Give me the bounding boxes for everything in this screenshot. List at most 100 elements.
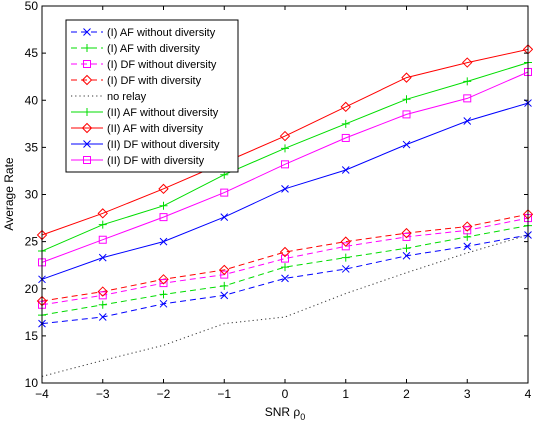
data-point-s1-2 (98, 313, 107, 321)
data-point-s4-5 (279, 246, 291, 258)
data-point-s8-7 (402, 140, 411, 149)
data-point-s7-5 (279, 130, 291, 142)
x-tick-label: −3 (96, 387, 110, 401)
data-point-s8-3 (159, 237, 168, 246)
data-point-s6-5 (281, 144, 289, 153)
data-point-s4-3 (158, 274, 169, 285)
legend-marker-7 (81, 122, 93, 134)
data-point-s9-3 (159, 213, 168, 222)
x-tick-label: 1 (342, 387, 349, 401)
data-point-s6-6 (341, 119, 350, 128)
x-axis-label-main: SNR ρ (265, 405, 301, 419)
legend-marker-8 (83, 140, 91, 148)
x-tick-label: 2 (403, 387, 410, 401)
y-tick-label: 30 (25, 188, 39, 202)
data-point-s9-4 (220, 188, 229, 197)
data-point-s3-6 (341, 242, 350, 251)
data-point-s9-7 (402, 110, 411, 119)
legend-label-4: (I) DF with diversity (107, 75, 202, 87)
legend-label-6: (II) AF without diversity (107, 107, 219, 119)
y-tick-label: 15 (25, 329, 39, 343)
data-point-s1-6 (341, 265, 350, 273)
y-tick-label: 40 (25, 93, 39, 107)
data-point-s7-2 (97, 208, 108, 219)
data-point-s8-4 (220, 213, 229, 221)
legend-marker-2 (83, 44, 91, 52)
data-point-s4-6 (340, 236, 351, 247)
data-point-s9-2 (98, 235, 107, 244)
data-point-s4-2 (97, 286, 108, 297)
legend-label-7: (II) AF with diversity (107, 123, 203, 135)
data-point-s8-2 (98, 253, 107, 262)
data-point-s2-6 (341, 253, 350, 262)
data-point-s1-8 (463, 242, 472, 251)
x-tick-label: −1 (217, 387, 231, 401)
x-tick-label: −4 (35, 387, 49, 401)
data-point-s2-4 (220, 281, 229, 290)
y-tick-label: 35 (25, 140, 39, 154)
data-point-s9-8 (463, 94, 472, 103)
data-point-s7-7 (401, 72, 412, 83)
data-point-s2-7 (402, 244, 411, 253)
data-point-s4-8 (462, 221, 473, 232)
series-line-1 (41, 234, 529, 325)
data-point-s7-8 (462, 57, 473, 68)
data-point-s3-8 (463, 226, 472, 235)
x-tick-label: −2 (157, 387, 171, 401)
legend-marker-6 (83, 108, 91, 116)
legend-label-9: (II) DF with diversity (107, 155, 205, 167)
data-point-s1-4 (220, 291, 229, 300)
legend-marker-1 (83, 28, 91, 36)
data-point-s7-6 (340, 101, 351, 113)
y-tick-label: 50 (25, 0, 39, 13)
data-point-s3-2 (98, 291, 107, 300)
legend-label-3: (I) DF without diversity (107, 59, 217, 71)
data-point-s3-3 (159, 279, 168, 288)
legend-label-1: (I) AF without diversity (107, 27, 216, 39)
x-axis-label-subscript: 0 (300, 412, 305, 422)
legend-label-5: no relay (107, 91, 147, 103)
legend-marker-3 (83, 60, 91, 68)
data-point-s6-3 (159, 201, 168, 210)
x-tick-label: 0 (282, 387, 289, 401)
data-point-s1-5 (281, 274, 289, 283)
data-point-s8-6 (341, 166, 350, 174)
x-tick-label: 4 (525, 387, 532, 401)
axes: −4 −3 −2 −1 0 1 2 3 4 10 15 20 25 30 35 40 45 50 (25, 0, 532, 401)
data-point-s3-5 (281, 254, 289, 263)
legend-box (65, 19, 239, 173)
data-point-s6-2 (98, 220, 107, 229)
y-tick-label: 25 (25, 235, 39, 249)
data-point-s3-7 (402, 232, 411, 241)
series-line-9 (41, 71, 529, 263)
y-axis-label: Average Rate (2, 157, 16, 230)
series-line-4 (41, 213, 529, 302)
data-point-s8-5 (281, 184, 289, 193)
y-tick-label: 20 (25, 282, 39, 296)
legend-marker-9 (83, 156, 91, 164)
data-point-s6-8 (463, 77, 472, 86)
data-point-s9-5 (281, 160, 289, 169)
series-line-3 (41, 217, 529, 306)
data-point-s7-3 (158, 183, 169, 195)
x-axis-label: SNR ρ0 (265, 405, 306, 422)
data-point-s4-4 (219, 264, 230, 276)
legend-label-2: (I) AF with diversity (107, 43, 200, 55)
data-point-s8-8 (463, 117, 472, 125)
data-point-s9-6 (341, 133, 350, 142)
data-point-s2-2 (98, 300, 107, 309)
series-line-7 (41, 48, 529, 236)
x-tick-label: 3 (464, 387, 471, 401)
data-point-s3-4 (220, 270, 229, 279)
data-point-s1-3 (159, 299, 168, 308)
data-point-s4-7 (401, 227, 412, 239)
legend: (I) AF without diversity (I) AF with dive… (65, 19, 239, 173)
data-point-s6-7 (402, 95, 411, 104)
y-tick-label: 10 (25, 376, 39, 390)
legend-marker-4 (81, 74, 93, 86)
y-tick-label: 45 (25, 46, 39, 60)
data-point-s2-5 (281, 263, 289, 272)
data-point-s1-7 (402, 251, 411, 260)
